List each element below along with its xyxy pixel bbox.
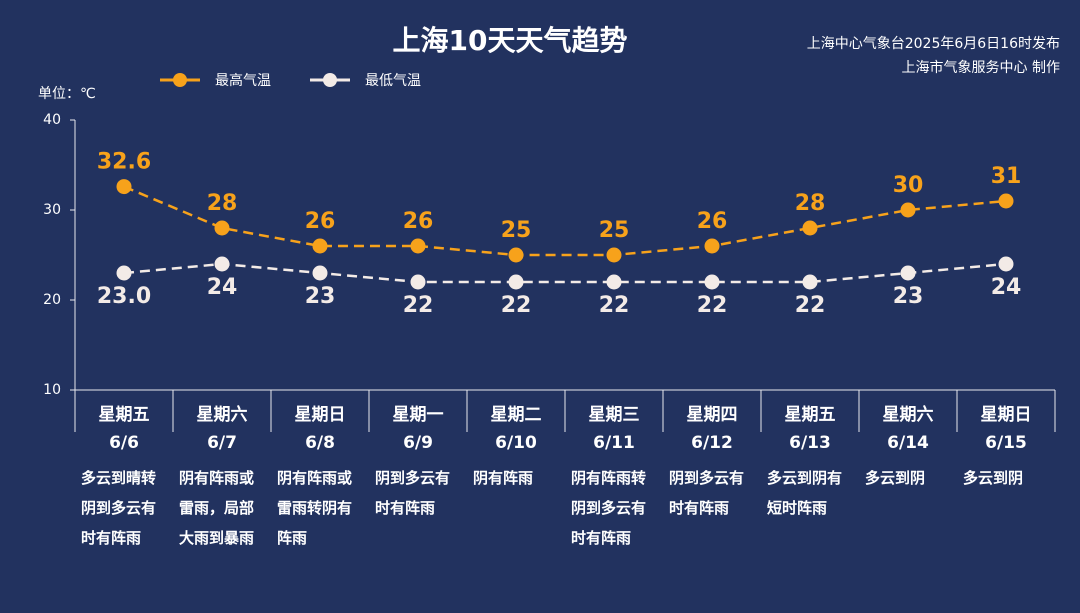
data-label: 25	[599, 218, 630, 243]
weekday-label: 星期六	[883, 404, 934, 425]
weekday-label: 星期一	[393, 405, 444, 425]
legend-label: 最高气温	[215, 72, 271, 89]
data-point	[704, 274, 720, 290]
weekday-label: 星期日	[295, 405, 346, 425]
y-tick-label: 40	[43, 112, 61, 128]
legend-swatch	[173, 73, 187, 87]
data-label: 22	[795, 293, 826, 318]
weekday-label: 星期六	[197, 404, 248, 425]
data-label: 24	[991, 275, 1022, 300]
data-label: 26	[403, 209, 434, 234]
weather-description: 阴有阵雨转阴到多云有时有阵雨	[571, 469, 647, 547]
data-point	[508, 247, 524, 263]
x-tick-label: 6/12	[691, 433, 733, 453]
data-label: 28	[795, 191, 826, 216]
data-label: 22	[697, 293, 728, 318]
x-tick-label: 6/13	[789, 433, 831, 453]
x-tick-label: 6/11	[593, 433, 635, 453]
data-point	[410, 238, 426, 254]
data-label: 25	[501, 218, 532, 243]
weather-description: 阴有阵雨或雷雨，局部大雨到暴雨	[179, 469, 255, 547]
data-point	[900, 202, 916, 218]
data-point	[116, 265, 132, 281]
y-tick-label: 20	[43, 292, 61, 308]
weekday-label: 星期二	[491, 405, 542, 425]
legend-swatch	[323, 73, 337, 87]
data-point	[508, 274, 524, 290]
data-point	[802, 220, 818, 236]
data-label: 26	[305, 209, 336, 234]
data-label: 23	[893, 284, 924, 309]
x-tick-label: 6/6	[109, 433, 139, 453]
data-point	[214, 220, 230, 236]
weather-description: 多云到阴	[865, 469, 926, 487]
source-line: 上海中心气象台2025年6月6日16时发布	[807, 36, 1060, 52]
weekday-label: 星期三	[589, 405, 640, 425]
source-line: 上海市气象服务中心 制作	[902, 59, 1060, 76]
x-tick-label: 6/9	[403, 433, 433, 453]
data-point	[606, 247, 622, 263]
data-point	[116, 179, 132, 195]
weekday-label: 星期五	[785, 405, 836, 425]
data-label: 31	[991, 164, 1022, 189]
series-line	[123, 185, 1007, 257]
weekday-label: 星期五	[99, 405, 150, 425]
x-tick-label: 6/14	[887, 433, 929, 453]
x-tick-label: 6/15	[985, 433, 1027, 453]
weekday-label: 星期四	[687, 405, 738, 425]
weather-description: 多云到阴	[963, 469, 1024, 487]
x-tick-label: 6/10	[495, 433, 537, 453]
data-label: 32.6	[97, 150, 151, 175]
weather-description: 阴有阵雨	[473, 469, 534, 487]
weather-description: 多云到晴转阴到多云有时有阵雨	[81, 469, 157, 547]
unit-label: 单位：℃	[38, 86, 96, 102]
data-label: 22	[501, 293, 532, 318]
series-line	[123, 262, 1007, 284]
data-point	[214, 256, 230, 272]
data-label: 24	[207, 275, 238, 300]
data-point	[312, 265, 328, 281]
x-tick-label: 6/8	[305, 433, 335, 453]
x-tick-label: 6/7	[207, 433, 237, 453]
weather-description: 多云到阴有短时阵雨	[767, 469, 843, 517]
data-point	[998, 193, 1014, 209]
data-point	[998, 256, 1014, 272]
data-label: 28	[207, 191, 238, 216]
data-point	[606, 274, 622, 290]
data-label: 23.0	[97, 284, 151, 309]
weather-description: 阴到多云有时有阵雨	[375, 469, 451, 517]
weather-description: 阴有阵雨或雷雨转阴有阵雨	[277, 469, 353, 547]
data-label: 22	[403, 293, 434, 318]
data-point	[900, 265, 916, 281]
data-point	[410, 274, 426, 290]
data-point	[704, 238, 720, 254]
y-tick-label: 10	[43, 382, 61, 398]
data-label: 22	[599, 293, 630, 318]
chart-title: 上海10天天气趋势	[393, 24, 628, 57]
data-point	[802, 274, 818, 290]
legend-label: 最低气温	[365, 73, 421, 89]
weather-description: 阴到多云有时有阵雨	[669, 469, 745, 517]
data-label: 23	[305, 284, 336, 309]
weekday-label: 星期日	[981, 405, 1032, 425]
y-tick-label: 30	[43, 202, 61, 218]
data-label: 26	[697, 209, 728, 234]
data-label: 30	[893, 173, 924, 198]
data-point	[312, 238, 328, 254]
